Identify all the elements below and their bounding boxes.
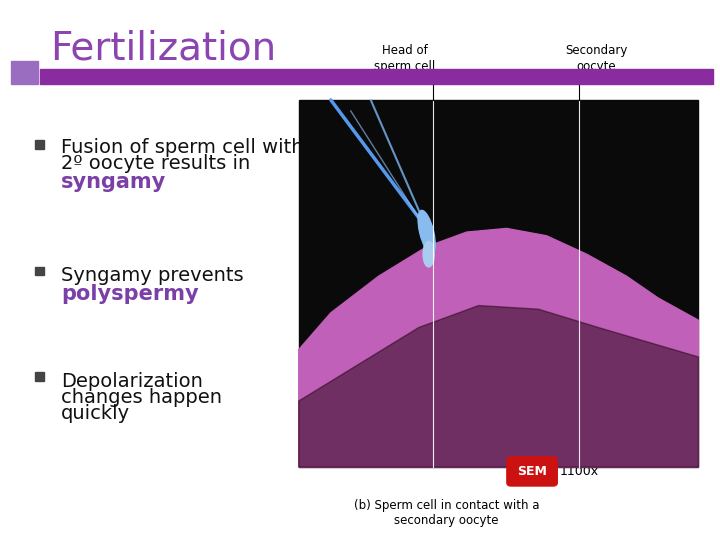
Text: SEM: SEM: [517, 465, 547, 478]
Text: Head of
sperm cell: Head of sperm cell: [374, 44, 436, 73]
Bar: [35, 267, 44, 275]
Bar: [40, 69, 713, 84]
Text: syngamy: syngamy: [61, 172, 166, 192]
Text: Fertilization: Fertilization: [50, 30, 276, 68]
FancyBboxPatch shape: [507, 457, 557, 486]
Text: 2º oocyte results in: 2º oocyte results in: [61, 154, 251, 173]
Text: secondary oocyte: secondary oocyte: [394, 514, 499, 527]
Text: changes happen: changes happen: [61, 388, 222, 407]
Text: Secondary
oocyte: Secondary oocyte: [565, 44, 628, 73]
Polygon shape: [299, 306, 698, 467]
Bar: [299, 100, 698, 467]
Text: polyspermy: polyspermy: [61, 284, 199, 304]
Text: Depolarization: Depolarization: [61, 372, 203, 390]
Text: quickly: quickly: [61, 404, 130, 423]
Bar: [11, 61, 38, 84]
Polygon shape: [299, 228, 698, 467]
Ellipse shape: [423, 241, 434, 267]
Text: Syngamy prevents: Syngamy prevents: [61, 266, 244, 285]
Bar: [35, 372, 44, 381]
Text: Fusion of sperm cell with: Fusion of sperm cell with: [61, 138, 304, 157]
Text: (b) Sperm cell in contact with a: (b) Sperm cell in contact with a: [354, 500, 539, 512]
Bar: [35, 140, 44, 149]
Text: 1100x: 1100x: [560, 465, 599, 478]
Ellipse shape: [418, 211, 436, 254]
